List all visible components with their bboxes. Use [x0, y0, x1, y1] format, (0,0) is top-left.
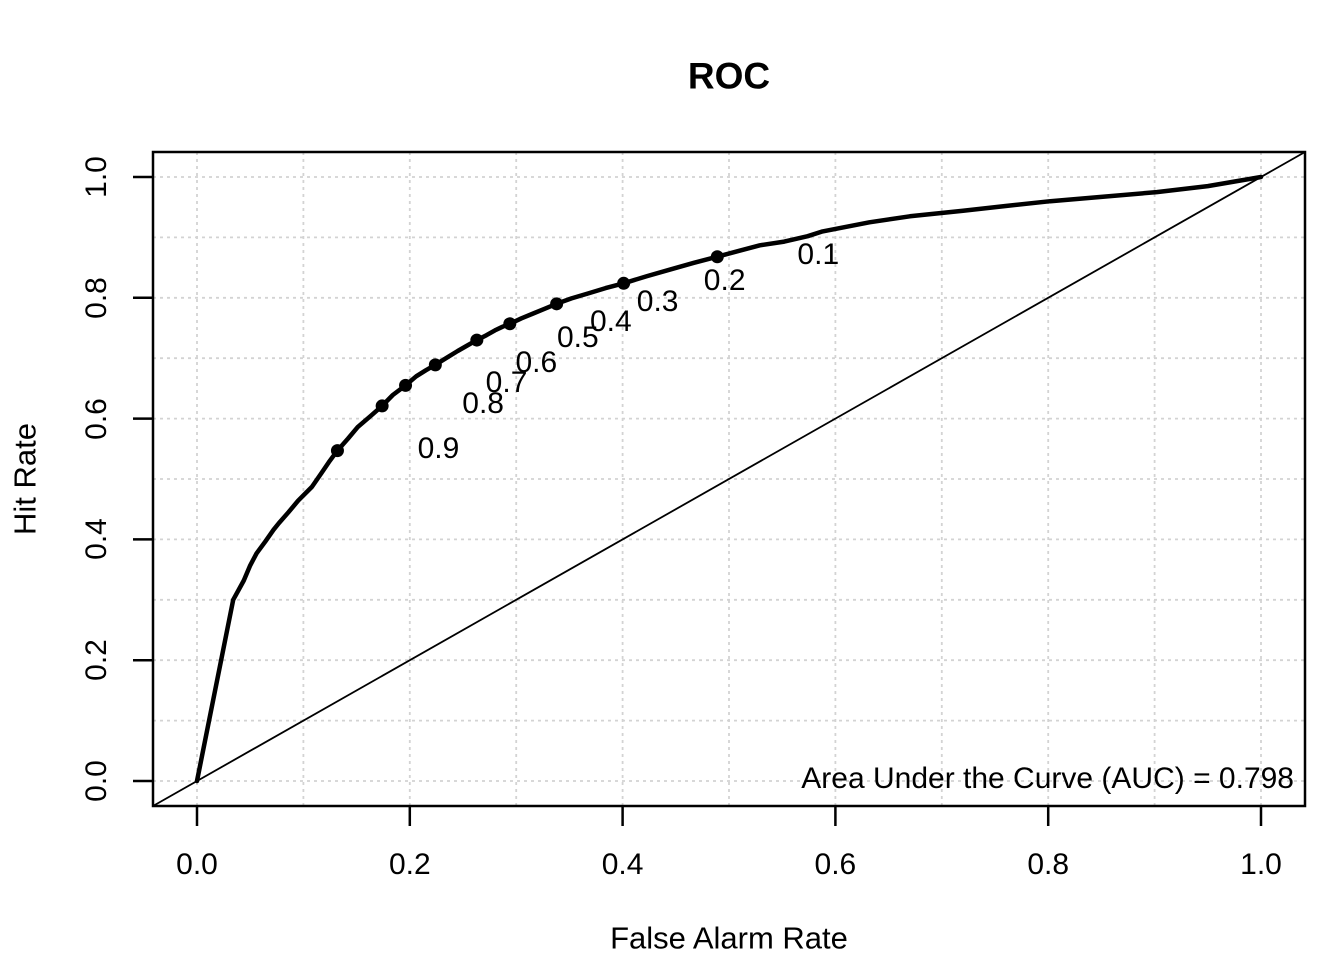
y-tick-label: 0.2: [80, 639, 113, 682]
x-axis-title: False Alarm Rate: [610, 920, 848, 956]
threshold-point-0.5: [470, 333, 484, 347]
threshold-label-0.5: 0.5: [556, 321, 599, 355]
y-tick-label: 0.6: [80, 397, 113, 440]
threshold-point-0.7: [399, 378, 413, 392]
threshold-point-0.8: [375, 399, 389, 413]
threshold-point-0.6: [428, 358, 442, 372]
threshold-label-0.7: 0.7: [485, 366, 528, 400]
threshold-label-0.2: 0.2: [703, 264, 746, 298]
x-tick-label: 0.2: [388, 848, 431, 881]
y-tick-label: 0.4: [80, 518, 113, 561]
threshold-label-0.1: 0.1: [797, 237, 840, 271]
chart-title: ROC: [687, 55, 771, 97]
threshold-point-0.9: [330, 444, 344, 458]
threshold-label-0.9: 0.9: [417, 431, 460, 465]
x-tick-label: 0.8: [1027, 848, 1070, 881]
x-tick-label: 0.6: [814, 848, 857, 881]
x-tick-label: 0.4: [601, 848, 644, 881]
threshold-label-0.3: 0.3: [636, 284, 679, 318]
y-axis-title: Hit Rate: [7, 423, 43, 535]
threshold-label-0.8: 0.8: [462, 386, 504, 420]
auc-annotation: Area Under the Curve (AUC) = 0.798: [801, 762, 1294, 795]
roc-curve-line: [194, 174, 1264, 784]
threshold-point-0.1: [710, 250, 724, 264]
y-tick-label: 1.0: [80, 156, 113, 198]
threshold-point-0.2: [617, 276, 631, 290]
chance-diagonal-line: [152, 151, 1306, 807]
threshold-label-0.4: 0.4: [589, 304, 632, 338]
threshold-point-0.4: [503, 317, 517, 331]
y-tick-label: 0.8: [80, 276, 113, 319]
threshold-label-0.6: 0.6: [515, 345, 558, 379]
x-tick-label: 0.0: [176, 848, 218, 881]
threshold-point-0.3: [550, 297, 564, 311]
x-tick-label: 1.0: [1240, 848, 1282, 881]
plot-frame: [151, 150, 1307, 808]
y-tick-label: 0.0: [80, 760, 113, 802]
